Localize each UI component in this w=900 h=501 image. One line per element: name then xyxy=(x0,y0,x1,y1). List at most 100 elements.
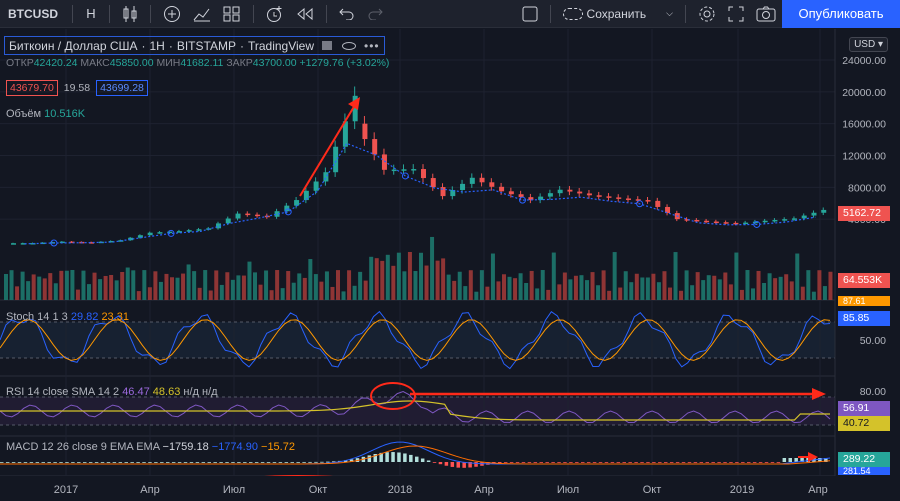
macd-histogram-bar xyxy=(296,461,300,463)
macd-arrow-head xyxy=(808,452,818,462)
ma-marker xyxy=(50,239,58,247)
macd-signal-line xyxy=(0,445,831,465)
flag-icon[interactable] xyxy=(322,41,333,50)
save-button[interactable]: Сохранить ⌵ xyxy=(557,7,679,21)
fullscreen-icon[interactable] xyxy=(722,0,750,28)
candle-body xyxy=(684,219,690,221)
macd-histogram-bar xyxy=(800,458,804,462)
volume-bar xyxy=(712,275,717,300)
templates-icon[interactable] xyxy=(217,0,247,28)
candle-body xyxy=(216,223,221,229)
candle-body xyxy=(401,169,407,171)
top-toolbar: BTCUSD H Сохранить ⌵ xyxy=(0,0,900,28)
time-axis-label: Апр xyxy=(808,484,827,496)
macd-histogram-bar xyxy=(124,462,128,463)
volume-bar xyxy=(363,280,368,300)
settings-icon[interactable] xyxy=(692,0,722,28)
candle-body xyxy=(499,186,505,192)
macd-histogram-bar xyxy=(509,462,514,463)
macd-histogram-bar xyxy=(284,461,289,463)
indicators-icon[interactable] xyxy=(187,0,217,28)
volume-bar xyxy=(280,288,285,300)
macd-histogram-bar xyxy=(148,462,152,463)
macd-histogram-bar xyxy=(723,462,727,463)
candle-body xyxy=(176,231,182,233)
volume-bar xyxy=(701,280,706,300)
candle-body xyxy=(479,177,485,183)
redo-icon[interactable] xyxy=(361,0,389,28)
macd-histogram-bar xyxy=(498,462,502,464)
more-icon[interactable]: ••• xyxy=(364,38,380,53)
chart-canvas[interactable]: 24000.00 20000.00 16000.00 12000.00 8000.00 4… xyxy=(0,29,900,501)
candle-body xyxy=(372,139,378,155)
candle-body xyxy=(743,222,749,225)
macd-histogram-bar xyxy=(225,462,229,463)
macd-histogram-bar xyxy=(213,462,217,463)
volume-bar xyxy=(81,270,86,300)
volume-bar xyxy=(706,275,711,300)
volume-bar xyxy=(562,272,567,300)
time-axis-label: 2019 xyxy=(730,484,754,496)
volume-bar xyxy=(114,280,119,300)
camera-icon[interactable] xyxy=(750,0,782,28)
volume-bar xyxy=(164,273,169,300)
volume-bar xyxy=(651,273,656,300)
candle-body xyxy=(440,187,446,197)
interval-button[interactable]: H xyxy=(86,6,96,21)
buy-button[interactable]: 43699.28 xyxy=(96,80,148,96)
volume-bar xyxy=(264,270,269,300)
volume-bar xyxy=(623,271,628,300)
candle-body xyxy=(225,218,231,224)
macd-legend: MACD 12 26 close 9 EMA EMA −1759.18 −177… xyxy=(6,441,295,453)
macd-histogram-bar xyxy=(444,462,449,466)
eye-icon[interactable] xyxy=(342,41,357,50)
time-axis-label: Апр xyxy=(140,484,159,496)
symbol-name: Биткоин / Доллар США xyxy=(9,38,138,53)
macd-histogram-bar xyxy=(515,462,520,463)
symbol-search[interactable]: BTCUSD xyxy=(8,6,58,21)
volume-bar xyxy=(662,271,667,300)
chart-grid xyxy=(0,29,900,477)
toolbar-divider xyxy=(549,4,551,23)
volume-bar xyxy=(98,279,103,300)
exchange-label: BITSTAMP xyxy=(176,38,236,53)
ohlc-values: ОТКР42420.24 МАКС45850.00 МИН41682.11 ЗА… xyxy=(6,57,390,69)
macd-histogram-bar xyxy=(669,462,674,463)
volume-bar xyxy=(789,281,794,300)
macd-histogram-bar xyxy=(616,462,621,463)
macd-histogram-bar xyxy=(735,462,739,463)
volume-bar xyxy=(751,288,755,300)
symbol-title[interactable]: Биткоин / Доллар США · 1H · BITSTAMP · T… xyxy=(4,36,385,55)
volume-bar xyxy=(457,271,462,300)
volume-bar xyxy=(734,252,739,300)
volume-bar xyxy=(828,271,833,300)
alert-icon[interactable] xyxy=(260,0,290,28)
volume-bar xyxy=(64,270,69,300)
macd-histogram-bar xyxy=(770,462,775,463)
replay-icon[interactable] xyxy=(290,0,320,28)
bar-style-icon[interactable] xyxy=(116,0,144,28)
save-label: Сохранить xyxy=(586,6,647,21)
volume-tag: 64.553K xyxy=(838,273,890,288)
undo-icon[interactable] xyxy=(333,0,361,28)
candle-body xyxy=(186,230,192,232)
spread-value: 19.58 xyxy=(63,82,91,94)
publish-button[interactable]: Опубликовать xyxy=(782,0,900,28)
macd-histogram-bar xyxy=(664,462,668,463)
volume-bar xyxy=(313,274,318,300)
macd-histogram-bar xyxy=(29,462,34,463)
volume-bar xyxy=(347,270,352,300)
volume-bar xyxy=(186,264,191,300)
volume-bar xyxy=(695,272,700,300)
candle-body xyxy=(108,240,114,243)
ma-marker xyxy=(519,196,526,204)
currency-selector[interactable]: USD ▾ xyxy=(849,37,888,52)
layout-icon[interactable] xyxy=(516,0,544,28)
macd-histogram-bar xyxy=(432,462,437,463)
macd-histogram-bar xyxy=(379,452,383,462)
volume-bar xyxy=(407,252,412,300)
candle-body xyxy=(196,229,202,231)
volume-bar xyxy=(109,274,114,300)
sell-button[interactable]: 43679.70 xyxy=(6,80,58,96)
add-indicator-icon[interactable] xyxy=(157,0,187,28)
